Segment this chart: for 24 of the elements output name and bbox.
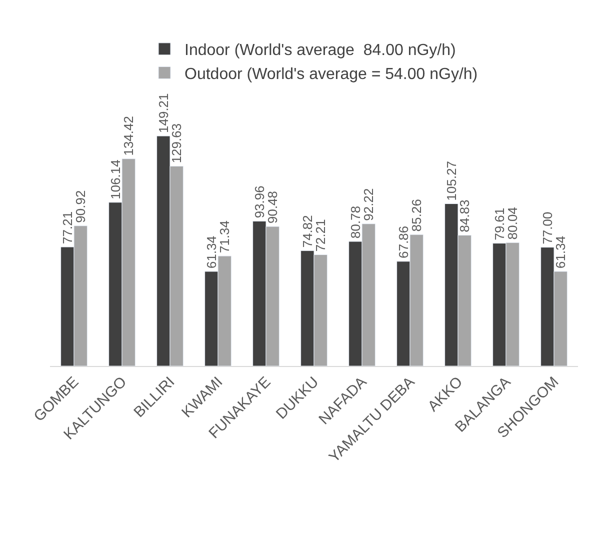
data-label: 90.48	[265, 190, 280, 224]
data-label: 61.34	[204, 236, 219, 268]
data-label: 79.61	[492, 208, 507, 240]
data-label: 77.00	[540, 212, 555, 244]
data-label: 85.26	[409, 199, 424, 232]
data-label: 93.96	[252, 186, 267, 218]
data-label: 74.82	[300, 215, 315, 248]
data-label: 92.22	[361, 188, 376, 221]
data-label: 149.21	[156, 93, 171, 133]
data-label: 134.42	[121, 116, 136, 156]
data-label: 77.21	[60, 211, 75, 244]
legend-label: Outdoor (World's average = 54.00 nGy/h)	[184, 66, 478, 83]
data-label: 72.21	[313, 219, 328, 252]
data-label: 61.34	[553, 236, 568, 268]
data-label: 84.83	[457, 200, 472, 232]
data-label: 80.04	[505, 207, 520, 240]
data-label: 129.63	[169, 123, 184, 164]
data-label: 106.14	[108, 160, 123, 200]
data-label: 90.92	[73, 190, 88, 223]
data-label: 67.86	[396, 226, 411, 258]
legend-label: Indoor (World's average 84.00 nGy/h)	[184, 42, 456, 60]
data-label: 71.34	[217, 220, 232, 254]
data-label: 105.27	[444, 160, 459, 201]
data-label: 80.78	[348, 206, 363, 238]
